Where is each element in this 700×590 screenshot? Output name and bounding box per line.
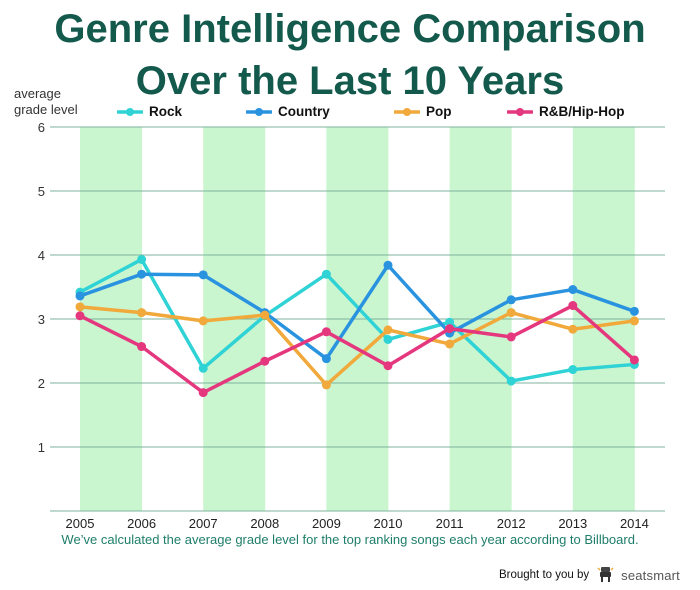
data-point-r-b-hip-hop-2008 xyxy=(260,356,270,366)
brand-credit: Brought to you by seatsmart xyxy=(499,565,680,585)
series-line-country xyxy=(78,263,637,361)
legend-swatch-pop xyxy=(394,107,420,116)
data-point-r-b-hip-hop-2014 xyxy=(629,355,639,365)
y-axis-label-line-2: grade level xyxy=(14,102,78,117)
data-point-rock-2012 xyxy=(506,376,516,386)
data-point-r-b-hip-hop-2012 xyxy=(506,332,516,342)
seat-logo-icon xyxy=(597,567,614,582)
data-point-r-b-hip-hop-2011 xyxy=(445,324,455,334)
data-point-pop-2005 xyxy=(75,302,85,312)
legend-label-pop: Pop xyxy=(426,104,452,119)
x-tick-label-2008: 2008 xyxy=(250,516,279,530)
y-tick-label-1: 1 xyxy=(38,440,45,455)
chart-caption: We’ve calculated the average grade level… xyxy=(61,532,639,547)
data-point-r-b-hip-hop-2009 xyxy=(321,327,331,337)
y-tick-label-5: 5 xyxy=(38,184,45,199)
data-point-country-2009 xyxy=(321,354,331,364)
data-point-rock-2009 xyxy=(321,269,331,279)
data-point-pop-2006 xyxy=(137,308,147,318)
line-chart: 1 2 3 4 5 6 2005 2006 2007 2008 2009 2010 2011 2012 20… xyxy=(38,120,665,530)
data-point-pop-2011 xyxy=(445,339,455,349)
data-point-pop-2007 xyxy=(198,316,208,326)
legend-label-country: Country xyxy=(278,104,330,119)
series-line-rock xyxy=(78,257,637,383)
legend-item-pop: Pop xyxy=(394,104,452,119)
legend-swatch-country xyxy=(246,107,272,116)
legend-label-r-b-hip-hop: R&B/Hip-Hop xyxy=(539,104,625,119)
data-point-country-2012 xyxy=(506,295,516,305)
data-point-pop-2008 xyxy=(260,310,270,320)
data-point-rock-2013 xyxy=(568,365,578,375)
x-tick-label-2006: 2006 xyxy=(127,516,156,530)
chart-title-line-1: Genre Intelligence Comparison xyxy=(54,7,646,51)
data-point-country-2014 xyxy=(629,306,639,316)
series-line-r-b-hip-hop xyxy=(78,303,637,395)
y-axis-label-line-1: average xyxy=(14,86,61,101)
y-tick-label-4: 4 xyxy=(38,248,45,263)
legend-item-country: Country xyxy=(246,104,330,119)
legend-swatch-rock xyxy=(117,107,143,116)
data-point-pop-2012 xyxy=(506,308,516,318)
data-point-country-2005 xyxy=(75,291,85,301)
data-point-r-b-hip-hop-2007 xyxy=(198,388,208,398)
data-point-country-2006 xyxy=(137,269,147,279)
data-point-r-b-hip-hop-2005 xyxy=(75,311,85,321)
x-tick-label-2010: 2010 xyxy=(374,516,403,530)
data-point-country-2007 xyxy=(198,270,208,280)
data-point-rock-2006 xyxy=(137,254,147,264)
data-point-r-b-hip-hop-2006 xyxy=(137,342,147,352)
legend-swatch-r-b-hip-hop xyxy=(507,107,533,116)
data-point-country-2010 xyxy=(383,260,393,270)
data-point-rock-2010 xyxy=(383,334,393,344)
data-point-pop-2009 xyxy=(321,380,331,390)
chart-title-line-2: Over the Last 10 Years xyxy=(135,59,565,103)
legend-item-r-b-hip-hop: R&B/Hip-Hop xyxy=(507,104,624,119)
legend-label-rock: Rock xyxy=(149,104,183,119)
data-point-pop-2010 xyxy=(383,325,393,335)
data-point-pop-2014 xyxy=(629,316,639,326)
brand-prefix: Brought to you by xyxy=(498,569,590,581)
x-tick-label-2009: 2009 xyxy=(312,516,341,530)
x-tick-label-2014: 2014 xyxy=(620,516,649,530)
brand-name: seatsmart xyxy=(621,567,680,583)
x-tick-label-2007: 2007 xyxy=(189,516,218,530)
data-point-r-b-hip-hop-2013 xyxy=(568,301,578,311)
data-point-r-b-hip-hop-2010 xyxy=(383,361,393,371)
y-tick-label-3: 3 xyxy=(38,312,45,327)
y-tick-label-6: 6 xyxy=(38,120,45,135)
data-point-rock-2011 xyxy=(445,317,455,327)
x-tick-label-2005: 2005 xyxy=(66,516,95,530)
legend-item-rock: Rock xyxy=(117,104,182,119)
y-tick-label-2: 2 xyxy=(38,376,45,391)
x-tick-label-2012: 2012 xyxy=(497,516,526,530)
data-point-country-2013 xyxy=(568,285,578,295)
data-point-pop-2013 xyxy=(568,324,578,334)
x-tick-label-2011: 2011 xyxy=(436,516,464,530)
data-point-rock-2007 xyxy=(198,363,208,373)
x-tick-label-2013: 2013 xyxy=(558,516,587,530)
